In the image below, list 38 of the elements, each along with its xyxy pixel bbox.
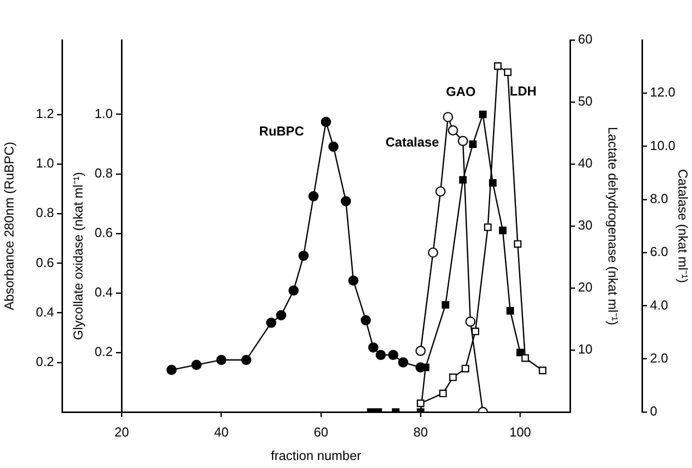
y-tick-label: 0.4 — [36, 304, 54, 320]
y2-tick-label: 0.2 — [94, 344, 113, 360]
y2-axis-title: Glycollate oxidase (nkat ml⁻¹) — [70, 172, 86, 340]
y-tick-label: 30 — [578, 218, 592, 233]
y2-axis-title: Catalase (nkat ml⁻¹) — [676, 169, 691, 283]
x-tick-label: 80 — [413, 424, 428, 440]
y2-tick-label: 10.0 — [650, 138, 676, 153]
y-axis-title: Lactate dehydrogenase (nkat ml⁻¹) — [606, 126, 621, 326]
y-tick-label: 0.8 — [36, 205, 54, 220]
y2-tick-label: 0.8 — [94, 166, 113, 180]
y2-tick-label: 1.0 — [94, 106, 113, 121]
y-tick-label: 10 — [578, 342, 592, 357]
y2-tick-label: 2.0 — [650, 350, 668, 366]
y-tick-label: 50 — [578, 94, 592, 109]
x-tick-label: 100 — [509, 424, 532, 440]
series-label: RuBPC — [259, 123, 305, 138]
y2-tick-label: 0 — [650, 404, 658, 419]
y2-tick-label: 12.0 — [650, 84, 676, 100]
y-tick-label: 60 — [578, 32, 592, 47]
x-tick-label: 20 — [114, 424, 129, 440]
y2-tick-label: 8.0 — [650, 191, 668, 206]
y-tick-label: 40 — [578, 156, 592, 171]
series-label: GAO — [446, 84, 476, 99]
y-tick-label: 0.6 — [36, 254, 54, 270]
x-tick-label: 60 — [314, 424, 328, 440]
y-tick-label: 0.2 — [36, 354, 54, 369]
series-label: Catalase — [385, 134, 439, 150]
y-tick-label: 1.2 — [36, 106, 54, 121]
x-axis-title: fraction number — [270, 448, 362, 463]
y2-tick-label: 0.6 — [94, 225, 113, 240]
y-axis-title: Absorbance 280nm (RuBPC) — [1, 142, 16, 310]
y2-tick-label: 4.0 — [650, 297, 668, 312]
y-tick-label: 1.0 — [36, 156, 54, 171]
y2-tick-label: 0.4 — [94, 284, 113, 300]
y-tick-label: 20 — [578, 280, 592, 295]
y2-tick-label: 6.0 — [650, 244, 668, 260]
series-label: LDH — [510, 84, 537, 99]
x-tick-label: 40 — [214, 424, 229, 440]
